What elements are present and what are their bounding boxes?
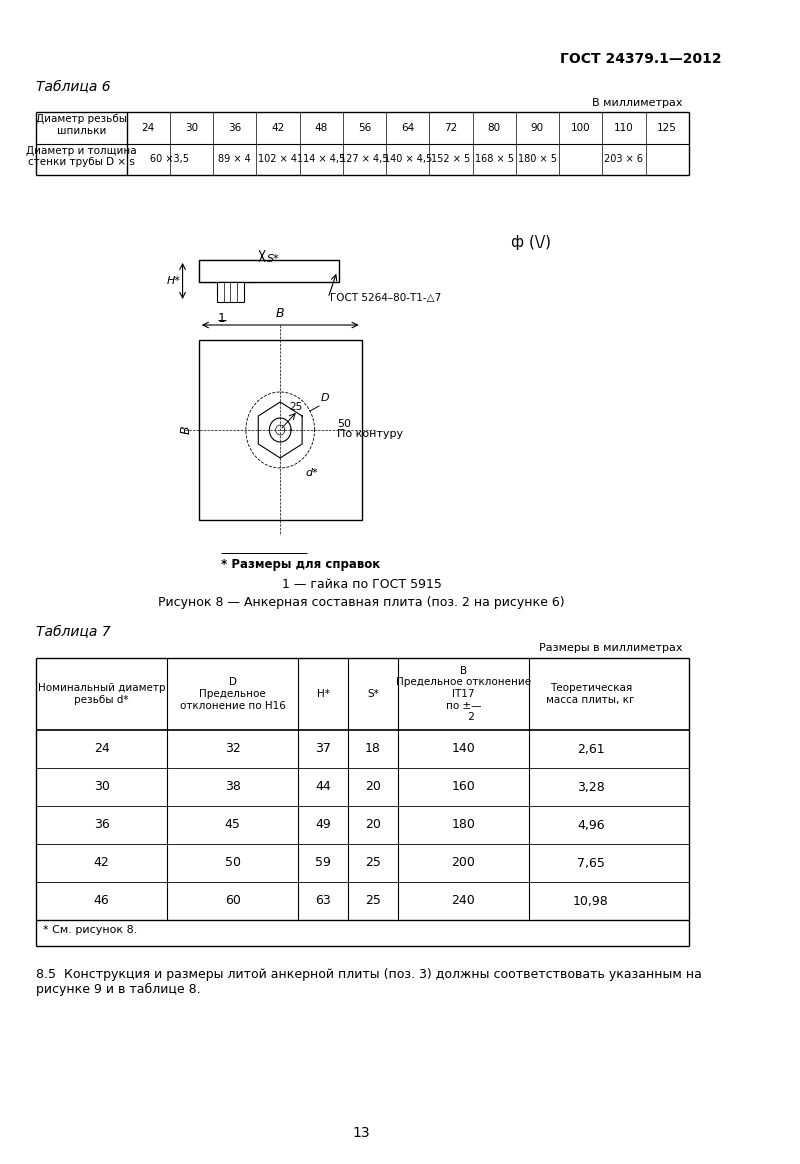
Text: 160: 160 — [451, 781, 475, 794]
Bar — [199, 260, 339, 282]
Text: 64: 64 — [401, 122, 414, 133]
Text: Диаметр и толщина
стенки трубы D × s: Диаметр и толщина стенки трубы D × s — [26, 146, 137, 168]
Text: 1: 1 — [218, 312, 226, 325]
Text: 8.5  Конструкция и размеры литой анкерной плиты (поз. 3) должны соответствовать : 8.5 Конструкция и размеры литой анкерной… — [36, 968, 702, 996]
Text: ГОСТ 5264–80-Т1-△7: ГОСТ 5264–80-Т1-△7 — [330, 293, 441, 303]
Bar — [199, 340, 362, 520]
Text: Номинальный диаметр
резьбы d*: Номинальный диаметр резьбы d* — [38, 683, 166, 704]
Text: 18: 18 — [365, 743, 381, 755]
Text: 59: 59 — [315, 857, 331, 870]
Text: 80: 80 — [487, 122, 501, 133]
Text: 1 — гайка по ГОСТ 5915: 1 — гайка по ГОСТ 5915 — [282, 579, 442, 591]
Text: 203 × 6: 203 × 6 — [605, 155, 643, 164]
Text: 25: 25 — [290, 402, 302, 412]
Text: 3,28: 3,28 — [577, 781, 605, 794]
Text: 50: 50 — [337, 419, 351, 430]
Text: H*: H* — [166, 276, 181, 286]
Text: 13: 13 — [353, 1126, 370, 1140]
Text: * Размеры для справок: * Размеры для справок — [222, 558, 381, 572]
Text: Диаметр резьбы
шпильки: Диаметр резьбы шпильки — [36, 114, 127, 136]
Text: 114 × 4,5: 114 × 4,5 — [297, 155, 346, 164]
Text: 4,96: 4,96 — [577, 818, 605, 831]
Text: 240: 240 — [451, 894, 475, 908]
Text: 60 ×3,5: 60 ×3,5 — [150, 155, 190, 164]
Text: B: B — [180, 426, 193, 434]
Text: H*: H* — [317, 689, 330, 700]
Text: Рисунок 8 — Анкерная составная плита (поз. 2 на рисунке 6): Рисунок 8 — Анкерная составная плита (по… — [158, 596, 565, 609]
Text: 36: 36 — [228, 122, 242, 133]
Text: Размеры в миллиметрах: Размеры в миллиметрах — [539, 643, 682, 653]
Text: B
Предельное отклонение
IT17
по ±—
     2: B Предельное отклонение IT17 по ±— 2 — [396, 666, 531, 722]
Text: 30: 30 — [185, 122, 198, 133]
Text: 37: 37 — [315, 743, 331, 755]
Text: 24: 24 — [142, 122, 154, 133]
Text: 2,61: 2,61 — [577, 743, 605, 755]
Text: 200: 200 — [451, 857, 475, 870]
Text: d*: d* — [306, 468, 318, 478]
Text: 20: 20 — [365, 781, 381, 794]
Text: 50: 50 — [225, 857, 241, 870]
Text: 25: 25 — [365, 857, 381, 870]
Text: D
Предельное
отклонение по Н16: D Предельное отклонение по Н16 — [180, 677, 286, 710]
Text: В миллиметрах: В миллиметрах — [592, 98, 682, 108]
Text: B: B — [276, 307, 285, 320]
Text: 127 × 4,5: 127 × 4,5 — [340, 155, 389, 164]
Text: * См. рисунок 8.: * См. рисунок 8. — [43, 925, 138, 935]
Text: 32: 32 — [225, 743, 241, 755]
Text: По контуру: По контуру — [337, 430, 403, 439]
Text: 180 × 5: 180 × 5 — [518, 155, 557, 164]
Text: Таблица 6: Таблица 6 — [36, 80, 110, 94]
Text: 30: 30 — [94, 781, 110, 794]
Text: 44: 44 — [315, 781, 331, 794]
Text: 10,98: 10,98 — [573, 894, 609, 908]
Text: 20: 20 — [365, 818, 381, 831]
Text: ф (\/): ф (\/) — [510, 235, 550, 250]
Text: 89 × 4: 89 × 4 — [218, 155, 251, 164]
Text: Таблица 7: Таблица 7 — [36, 625, 110, 639]
Text: 38: 38 — [225, 781, 241, 794]
Text: 60: 60 — [225, 894, 241, 908]
Text: 100: 100 — [571, 122, 590, 133]
Text: 48: 48 — [314, 122, 328, 133]
Text: 45: 45 — [225, 818, 241, 831]
Text: Теоретическая
масса плиты, кг: Теоретическая масса плиты, кг — [546, 683, 635, 704]
Text: 140: 140 — [451, 743, 475, 755]
Text: 102 × 4: 102 × 4 — [258, 155, 298, 164]
Text: 63: 63 — [315, 894, 331, 908]
Text: 180: 180 — [451, 818, 475, 831]
Text: 56: 56 — [358, 122, 371, 133]
Text: S*: S* — [266, 254, 279, 264]
Bar — [199, 260, 258, 282]
Text: ГОСТ 24379.1—2012: ГОСТ 24379.1—2012 — [561, 52, 722, 66]
Text: 42: 42 — [94, 857, 110, 870]
Text: 49: 49 — [315, 818, 331, 831]
Text: 46: 46 — [94, 894, 110, 908]
Text: 25: 25 — [365, 894, 381, 908]
Text: 24: 24 — [94, 743, 110, 755]
Bar — [217, 282, 244, 301]
Text: 36: 36 — [94, 818, 110, 831]
Text: 90: 90 — [531, 122, 544, 133]
Text: S*: S* — [367, 689, 378, 700]
Text: D: D — [321, 393, 330, 403]
Text: 7,65: 7,65 — [577, 857, 605, 870]
Text: 125: 125 — [658, 122, 677, 133]
Text: 168 × 5: 168 × 5 — [474, 155, 514, 164]
Text: 72: 72 — [444, 122, 458, 133]
Text: 110: 110 — [614, 122, 634, 133]
Text: 152 × 5: 152 × 5 — [431, 155, 470, 164]
Text: 42: 42 — [271, 122, 285, 133]
Text: 140 × 4,5: 140 × 4,5 — [383, 155, 432, 164]
